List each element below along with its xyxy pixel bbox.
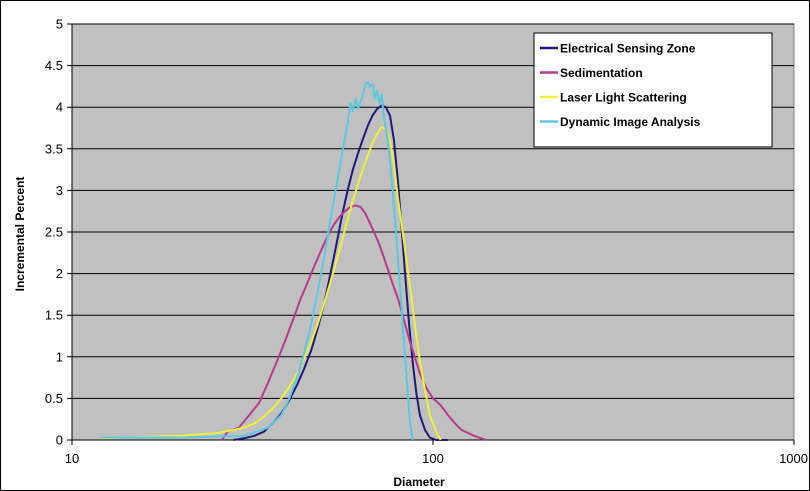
series-line-4 [100,81,414,441]
y-tick-label: 1.5 [45,308,63,323]
x-tick-label: 1000 [779,451,808,466]
x-axis-title: Diameter [393,475,445,489]
y-tick-label: 2 [56,266,63,281]
x-tick-label: 10 [65,451,79,466]
legend-label: Dynamic Image Analysis [560,115,701,129]
legend-label: Electrical Sensing Zone [560,42,696,56]
legend: Electrical Sensing Zone Sedimentation Lase… [533,32,773,148]
legend-label: Laser Light Scattering [560,91,687,105]
y-tick-label: 4.5 [45,58,63,73]
y-tick-label: 0 [56,433,63,448]
series-line-2 [220,204,487,441]
y-tick-label: 2.5 [45,225,63,240]
y-tick-label: 4 [56,100,63,115]
y-tick-label: 3 [56,183,63,198]
y-axis-ticks: 0 0.5 1 1.5 2 2.5 3 3.5 4 4.5 5 [45,17,72,448]
series-line-3 [100,126,442,441]
x-tick-label: 100 [422,451,444,466]
y-tick-label: 3.5 [45,141,63,156]
y-tick-label: 5 [56,17,63,32]
y-tick-label: 0.5 [45,391,63,406]
y-axis-title: Incremental Percent [13,177,27,292]
legend-box [533,32,773,148]
legend-label: Sedimentation [560,66,643,80]
x-axis-ticks: 10 100 1000 [65,440,808,466]
series-lines [100,81,487,441]
y-tick-label: 1 [56,349,63,364]
